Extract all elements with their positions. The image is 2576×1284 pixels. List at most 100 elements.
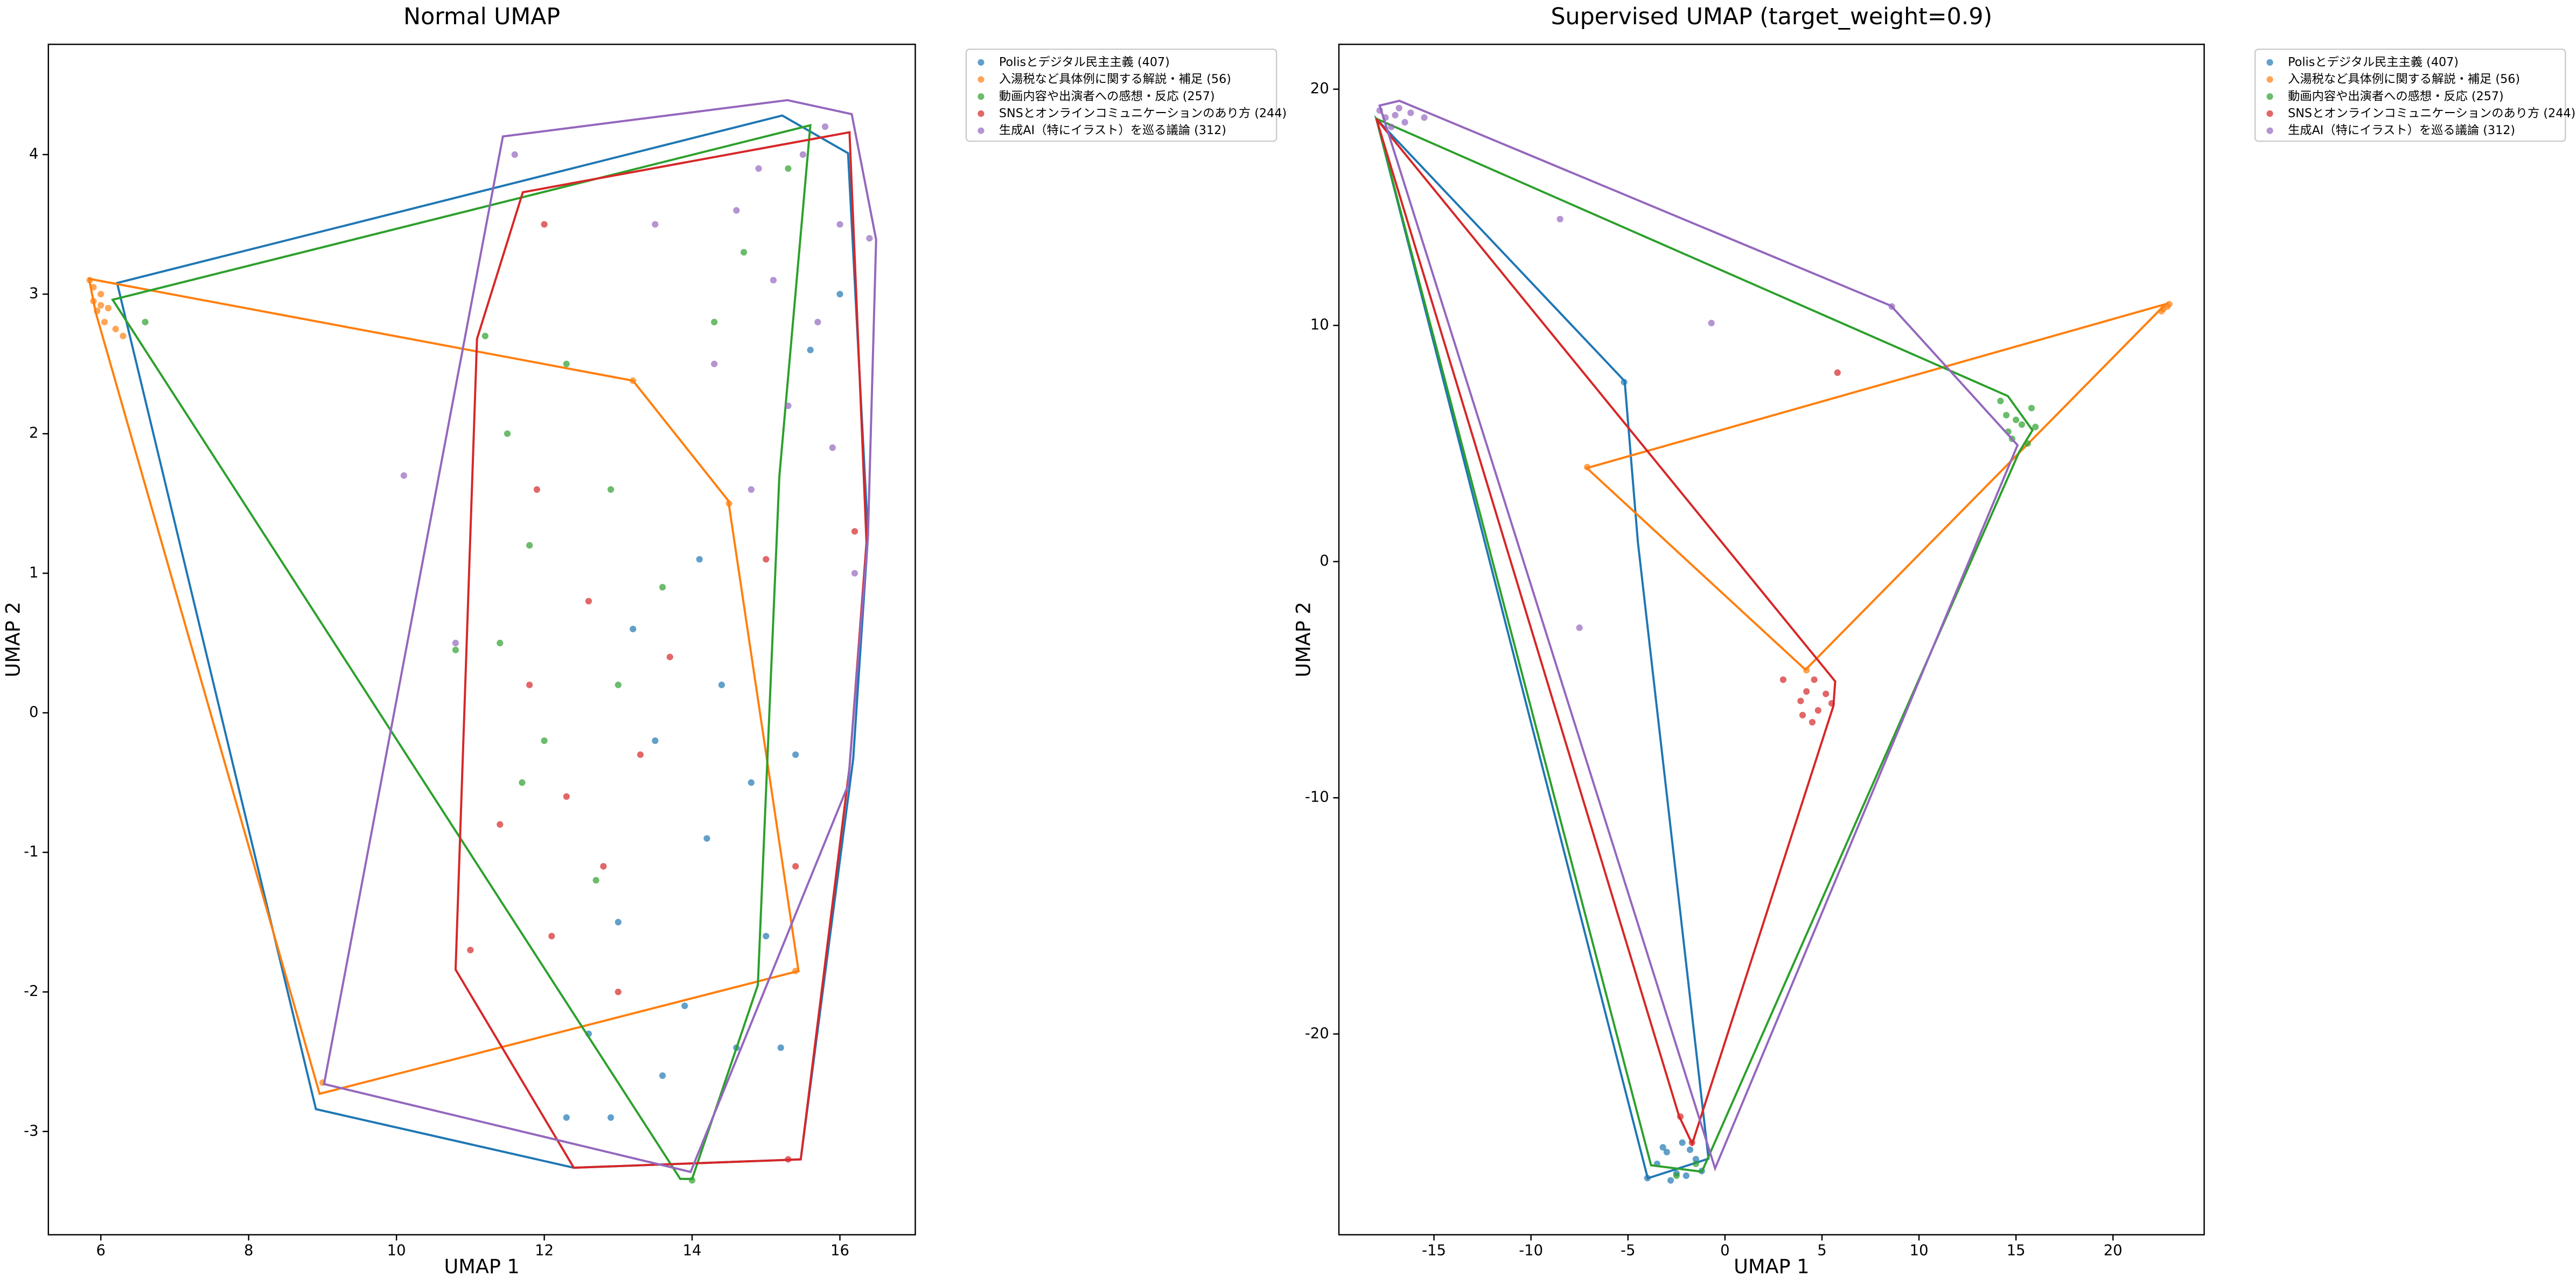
point [142,318,149,326]
hull [1374,115,1710,1180]
y-tick-label: 0 [1320,553,1329,569]
point [666,653,673,660]
y-tick-label: 10 [1310,317,1329,333]
point [792,863,799,870]
point [452,646,459,653]
legend-marker [978,93,985,100]
point [785,165,792,172]
point [526,542,533,549]
point [452,639,459,647]
point [563,1114,570,1121]
point [101,318,108,326]
point [1659,1144,1666,1151]
hull [116,114,869,1169]
point [1421,114,1428,121]
x-tick-label: -10 [1519,1243,1543,1259]
legend-marker [2266,127,2273,134]
chart-title: Normal UMAP [403,3,560,30]
point [112,325,119,332]
x-tick-label: 16 [830,1243,849,1259]
point [807,346,814,353]
y-tick-label: -20 [1305,1025,1329,1042]
point [1407,109,1414,116]
point [519,779,526,786]
x-tick-label: 14 [683,1243,702,1259]
y-tick-label: -1 [24,843,38,860]
y-tick-label: 3 [29,285,38,302]
legend-marker [2266,76,2273,83]
y-tick-label: 1 [29,564,38,581]
point [120,332,127,339]
point [741,249,748,256]
point [851,528,858,535]
y-axis-label: UMAP 2 [1292,602,1315,677]
point [1683,1172,1690,1180]
point [615,988,622,995]
y-tick-label: 0 [29,704,38,721]
legend-marker [2266,110,2273,117]
point [696,556,703,563]
point [866,235,873,242]
point [585,598,592,605]
point [748,779,755,786]
point [1708,319,1715,326]
point [659,1072,666,1079]
hull [1378,100,2019,1172]
point [821,123,829,130]
point [1692,1160,1699,1168]
point [733,207,740,214]
point [1673,1172,1680,1180]
point [2003,411,2010,418]
point [1809,718,1816,726]
point [497,821,504,828]
point [467,946,474,954]
point [659,584,666,591]
legend-marker [978,76,985,83]
point [615,681,622,688]
hull [323,99,877,1174]
point [2032,423,2039,430]
legend-label: 入湯税など具体例に関する解説・補足 (56) [2288,72,2520,86]
legend-label: 生成AI（特にイラスト）を巡る議論 (312) [2288,123,2515,137]
point [2013,416,2020,423]
point [608,486,615,493]
point [104,304,112,312]
point [97,302,104,309]
plot-frame [1338,44,2205,1236]
point [541,737,548,744]
point [763,556,770,563]
point [2028,404,2035,411]
point [1401,118,1408,126]
x-axis-label: UMAP 1 [1734,1255,1809,1278]
point [1834,369,1841,376]
panel: Supervised UMAP (target_weight=0.9) UMAP … [1292,3,2575,1278]
point [703,835,710,842]
point [497,639,504,647]
legend-marker [2266,59,2273,66]
x-tick-label: 12 [535,1243,554,1259]
legend-marker [2266,93,2273,100]
point [1814,707,1821,714]
x-tick-label: 15 [2007,1243,2026,1259]
point [637,751,644,758]
plot-frame [47,44,916,1236]
legend-marker [978,110,985,117]
point [1395,104,1402,111]
point [1576,624,1583,631]
legend-box [965,48,1277,142]
point [563,360,570,367]
point [814,318,821,326]
point [1779,676,1787,683]
legend-label: Polisとデジタル民主主義 (407) [999,55,1170,69]
x-tick-label: -15 [1422,1243,1446,1259]
point [829,444,836,451]
point [777,1044,784,1051]
hull [87,277,800,1095]
point [1667,1177,1674,1184]
point [681,1002,688,1009]
point [541,221,548,228]
hull [1374,116,2034,1173]
y-tick-label: 20 [1310,80,1329,97]
